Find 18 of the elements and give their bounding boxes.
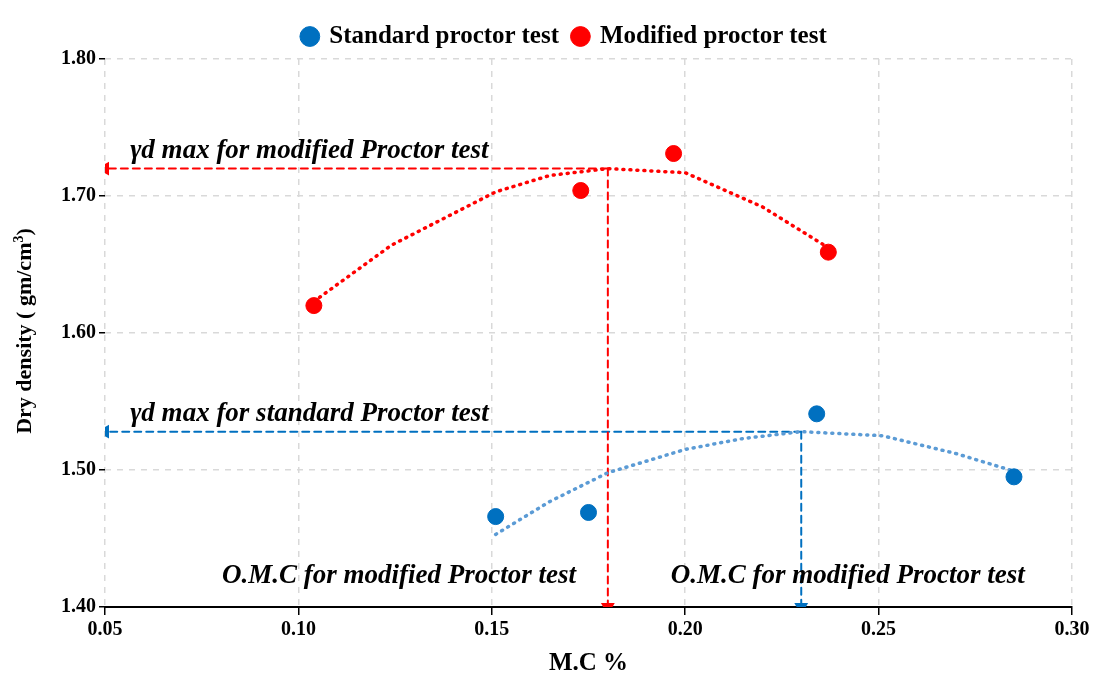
x-tick-label: 0.15 xyxy=(474,617,510,640)
x-axis-title: M.C % xyxy=(548,648,629,676)
y-tick-label: 1.50 xyxy=(61,457,96,480)
x-tick-label: 0.25 xyxy=(861,617,897,640)
x-tick-label: 0.30 xyxy=(1054,617,1090,640)
x-tick-label: 0.20 xyxy=(667,617,703,640)
y-tick-label: 1.40 xyxy=(61,594,96,617)
y-tick-label: 1.60 xyxy=(61,320,96,343)
y-tick-label: 1.70 xyxy=(61,183,96,206)
annotation: O.M.C for modified Proctor test xyxy=(670,559,1027,590)
annotation: γd max for modified Proctor test xyxy=(130,133,491,164)
x-tick-label: 0.05 xyxy=(87,617,123,640)
legend-label: Standard proctor test xyxy=(329,20,560,48)
y-tick-label: 1.80 xyxy=(61,46,96,69)
annotation: γd max for standard Proctor test xyxy=(130,396,491,427)
x-tick-label: 0.10 xyxy=(280,617,316,640)
legend-label: Modified proctor test xyxy=(599,20,828,48)
annotation: O.M.C for modified Proctor test xyxy=(222,559,578,590)
